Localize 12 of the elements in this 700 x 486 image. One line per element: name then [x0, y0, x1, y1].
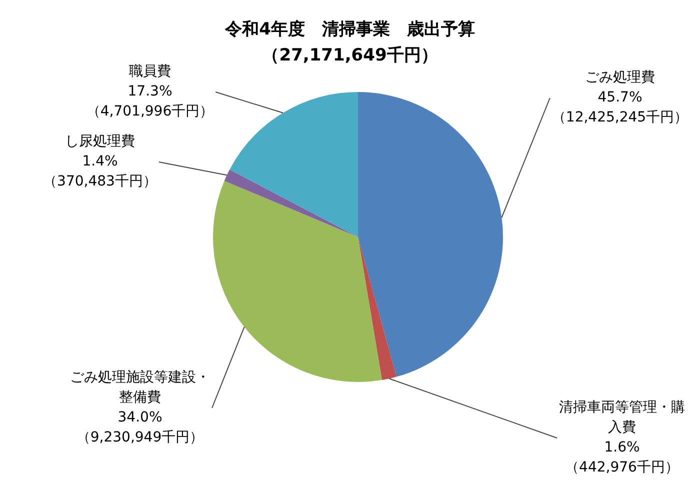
data-label: 34.0% （9,230,949千円）: [76, 410, 204, 446]
slice-label: ごみ処理費: [585, 70, 655, 86]
slice-label: し尿処理費: [65, 134, 135, 150]
data-label: 45.7% （12,425,245千円）: [552, 90, 688, 126]
data-label: 17.3% （4,701,996千円）: [86, 84, 214, 120]
slice-label: ごみ処理施設等建設・整備費: [70, 370, 210, 406]
data-label: 1.6% （442,976千円）: [565, 440, 679, 476]
data-label: 1.4% （370,483千円）: [43, 154, 157, 190]
slice-label: 職員費: [129, 64, 171, 80]
slice-label: 清掃車両等管理・購入費: [559, 400, 685, 436]
chart-subtitle: （27,171,649千円）: [262, 45, 438, 66]
chart-title: 令和4年度 清掃事業 歳出予算: [224, 19, 475, 40]
